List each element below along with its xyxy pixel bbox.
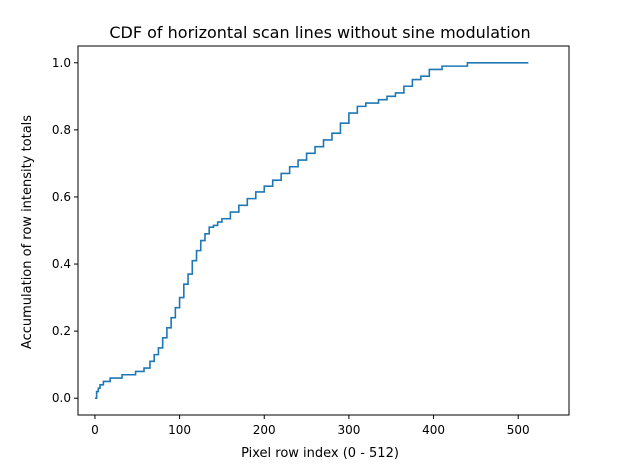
x-tick-label: 200	[253, 423, 276, 437]
x-tick-label: 0	[91, 423, 99, 437]
x-axis-ticks: 0 100 200 300 400 500	[91, 415, 530, 437]
y-tick-label: 0.8	[52, 123, 71, 137]
y-tick-label: 0.6	[52, 190, 71, 204]
plot-area	[94, 61, 529, 400]
y-tick-label: 0.4	[52, 257, 71, 271]
x-tick-label: 400	[422, 423, 445, 437]
x-tick-label: 100	[168, 423, 191, 437]
x-tick-label: 500	[507, 423, 530, 437]
x-axis-label: Pixel row index (0 - 512)	[241, 446, 399, 461]
plot-frame	[77, 45, 570, 416]
y-axis-label: Accumulation of row intensity totals	[20, 115, 35, 349]
x-tick-label: 300	[337, 423, 360, 437]
y-tick-label: 1.0	[52, 56, 71, 70]
y-tick-label: 0.0	[52, 391, 71, 405]
y-axis-ticks: 0.0 0.2 0.4 0.6 0.8 1.0	[52, 56, 78, 405]
chart-title: CDF of horizontal scan lines without sin…	[109, 23, 530, 42]
y-tick-label: 0.2	[52, 324, 71, 338]
cdf-series-line	[94, 61, 529, 400]
